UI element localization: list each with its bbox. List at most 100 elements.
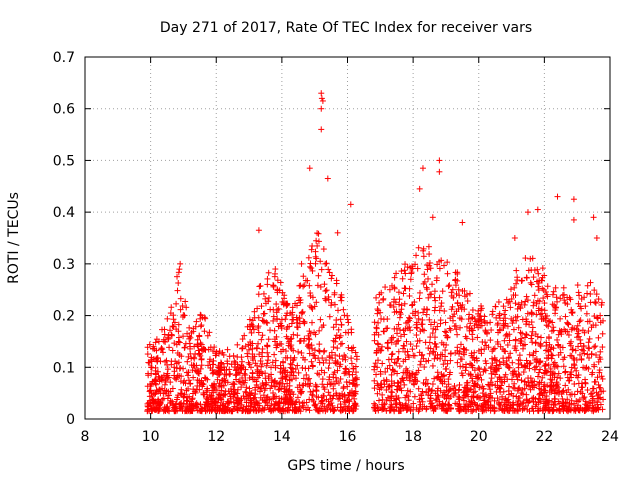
data-point xyxy=(413,252,420,259)
data-point xyxy=(499,379,506,386)
data-point xyxy=(523,274,530,281)
data-point xyxy=(289,365,296,372)
data-point xyxy=(198,322,205,329)
data-point xyxy=(573,367,580,374)
data-point xyxy=(526,351,533,358)
data-point xyxy=(289,304,296,311)
data-point xyxy=(379,360,386,367)
data-point xyxy=(423,311,430,318)
data-point xyxy=(294,394,301,401)
data-point xyxy=(349,381,356,388)
data-point xyxy=(228,361,235,368)
data-point xyxy=(549,291,556,298)
data-point xyxy=(335,396,342,403)
data-point xyxy=(591,378,598,385)
data-point xyxy=(323,287,330,294)
data-point xyxy=(412,261,419,268)
data-point xyxy=(542,347,549,354)
data-point xyxy=(598,299,605,306)
data-point xyxy=(316,327,323,334)
data-point xyxy=(308,391,315,398)
data-point xyxy=(507,286,514,293)
data-point xyxy=(551,363,558,370)
data-point xyxy=(246,316,253,323)
data-point xyxy=(577,303,584,310)
data-point xyxy=(418,392,425,399)
data-point xyxy=(330,324,337,331)
data-point xyxy=(376,291,383,298)
data-point xyxy=(504,376,511,383)
data-point xyxy=(538,306,545,313)
data-point xyxy=(313,299,320,306)
data-point xyxy=(165,336,172,343)
data-point xyxy=(515,324,522,331)
data-point xyxy=(157,358,164,365)
data-point xyxy=(305,254,312,261)
data-point xyxy=(456,292,463,299)
data-point xyxy=(227,395,234,402)
data-point xyxy=(156,406,163,413)
data-point xyxy=(308,304,315,311)
data-point xyxy=(189,367,196,374)
data-point xyxy=(444,392,451,399)
data-point xyxy=(582,398,589,405)
data-point xyxy=(548,344,555,351)
data-point xyxy=(303,399,310,406)
data-point xyxy=(537,366,544,373)
data-point xyxy=(413,343,420,350)
data-point xyxy=(309,267,316,274)
data-point xyxy=(480,404,487,411)
data-point xyxy=(201,374,208,381)
data-point xyxy=(467,401,474,408)
data-point xyxy=(157,386,164,393)
data-point xyxy=(591,299,598,306)
data-point xyxy=(395,321,402,328)
data-point xyxy=(474,371,481,378)
data-point xyxy=(388,336,395,343)
data-point xyxy=(287,354,294,361)
data-point xyxy=(247,338,254,345)
data-point xyxy=(234,407,241,414)
data-point xyxy=(404,318,411,325)
data-point xyxy=(560,387,567,394)
data-point xyxy=(276,399,283,406)
data-point xyxy=(385,356,392,363)
y-tick-label: 0.1 xyxy=(53,360,75,376)
data-point xyxy=(315,355,322,362)
data-point xyxy=(454,359,461,366)
data-point xyxy=(514,401,521,408)
data-point xyxy=(380,296,387,303)
data-point xyxy=(334,367,341,374)
data-point xyxy=(277,348,284,355)
data-point xyxy=(318,266,325,273)
data-point xyxy=(574,374,581,381)
data-point xyxy=(318,90,325,97)
data-point xyxy=(271,273,278,280)
data-point xyxy=(193,318,200,325)
data-point xyxy=(575,407,582,414)
data-point xyxy=(262,370,269,377)
data-point xyxy=(553,362,560,369)
data-point xyxy=(244,350,251,357)
data-point xyxy=(438,371,445,378)
data-point xyxy=(518,377,525,384)
data-point xyxy=(495,298,502,305)
data-point xyxy=(579,390,586,397)
data-point xyxy=(399,375,406,382)
data-point xyxy=(562,313,569,320)
data-point xyxy=(280,396,287,403)
data-point xyxy=(198,356,205,363)
data-point xyxy=(345,392,352,399)
data-point xyxy=(181,344,188,351)
data-point xyxy=(328,275,335,282)
grid-lines xyxy=(85,57,610,419)
data-point xyxy=(460,345,467,352)
data-point xyxy=(393,386,400,393)
data-point xyxy=(249,351,256,358)
data-point xyxy=(265,269,272,276)
data-point xyxy=(257,282,264,289)
data-point xyxy=(277,369,284,376)
data-point xyxy=(530,274,537,281)
data-point xyxy=(543,404,550,411)
data-point xyxy=(500,359,507,366)
